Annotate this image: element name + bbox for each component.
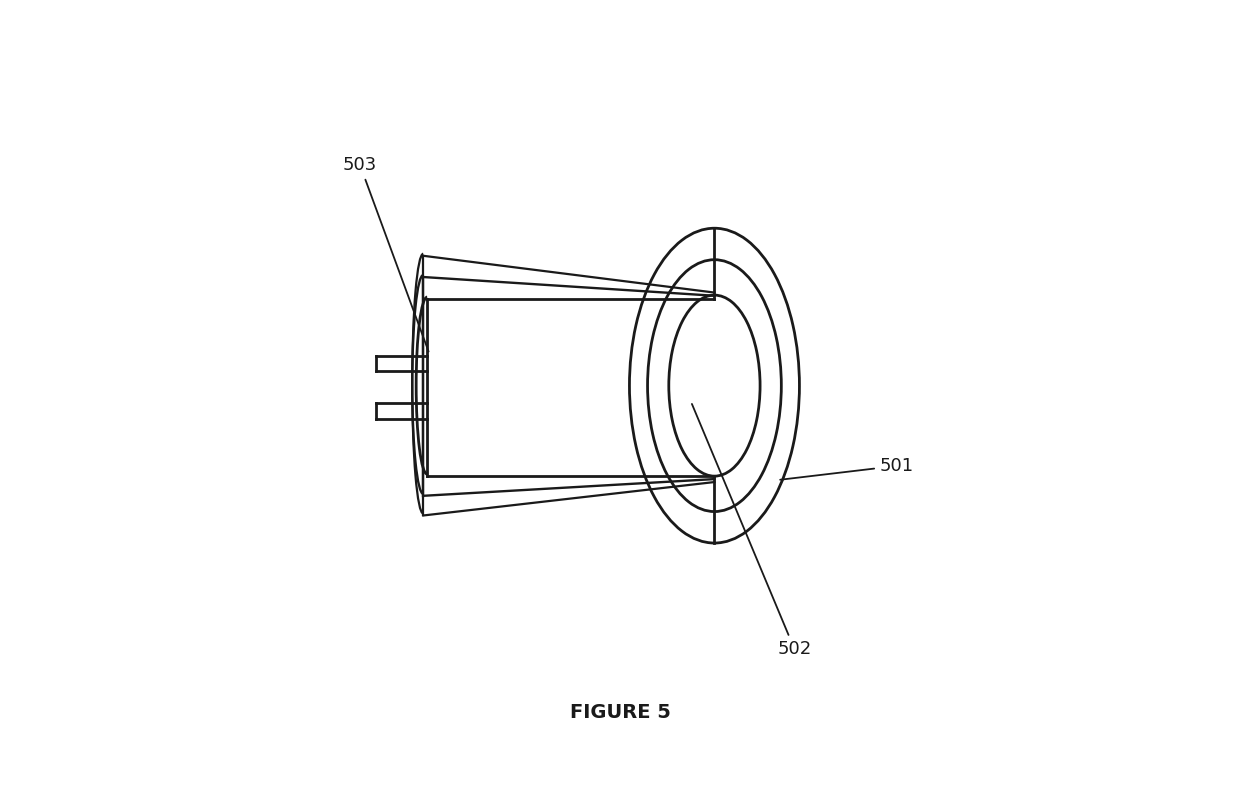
Text: 501: 501 — [780, 457, 914, 480]
Text: 503: 503 — [343, 157, 429, 352]
Text: 502: 502 — [692, 404, 812, 658]
Text: FIGURE 5: FIGURE 5 — [569, 703, 671, 722]
